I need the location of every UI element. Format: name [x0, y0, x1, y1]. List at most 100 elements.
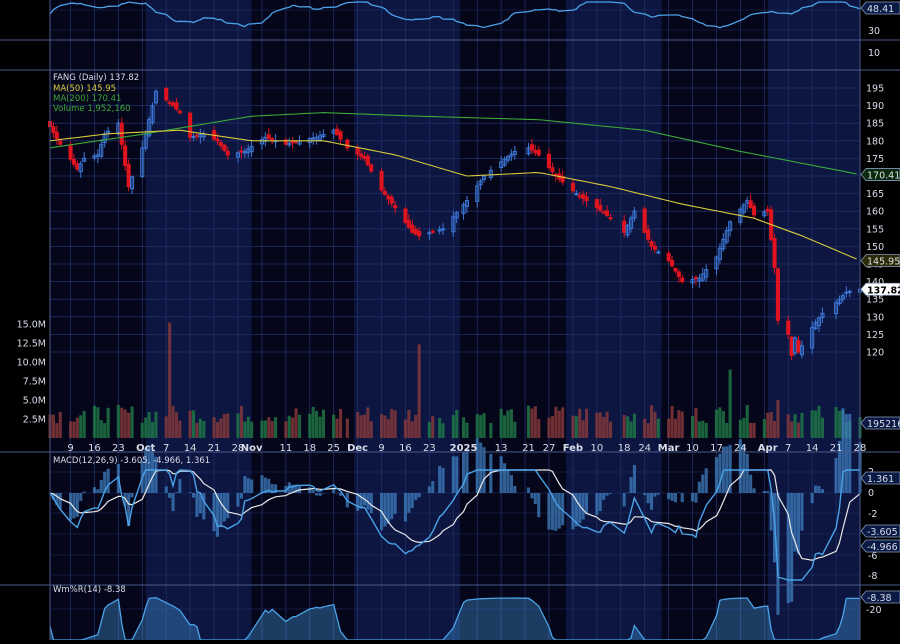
- ma50-tag: 145.95: [860, 254, 900, 268]
- volume-bar: [383, 415, 387, 438]
- volume-bar: [215, 422, 219, 438]
- candle-body: [673, 268, 678, 272]
- candle-body: [68, 145, 73, 160]
- volume-bar: [773, 421, 777, 438]
- macd-hist-bar: [250, 479, 254, 493]
- volume-bar: [622, 415, 626, 438]
- macd-hist-bar: [643, 493, 647, 496]
- candle-body: [130, 176, 135, 190]
- macd-line-tag: -3.605: [860, 524, 900, 538]
- candle-body: [509, 153, 514, 157]
- macd-hist-bar: [537, 493, 541, 518]
- volume-tag: 195216: [860, 416, 900, 430]
- volume-bar: [721, 411, 725, 438]
- ma200-tag-box: [860, 168, 900, 181]
- macd-hist-bar: [260, 475, 264, 493]
- macd-hist-bar: [407, 493, 411, 513]
- date-tick-label: 23: [423, 443, 436, 454]
- candle-body: [321, 134, 326, 137]
- willr-tag-label: -8.38: [867, 593, 892, 604]
- candle-body: [762, 211, 767, 217]
- volume-bar: [362, 414, 366, 438]
- volume-bar: [561, 407, 565, 438]
- date-tick-label: 24: [734, 443, 747, 454]
- macd-hist-bar: [530, 493, 534, 499]
- volume-bar: [311, 406, 315, 438]
- macd-hist-bar: [653, 493, 657, 497]
- date-tick-label: Dec: [347, 443, 368, 454]
- date-tick-label: 7: [163, 443, 169, 454]
- candle-body: [150, 105, 155, 123]
- volume-bar: [752, 422, 756, 438]
- date-tick-label: 28: [854, 443, 867, 454]
- month-band: [145, 0, 252, 640]
- volume-bar: [198, 418, 202, 438]
- volume-bar: [332, 414, 336, 438]
- macd-hist-tag-box: [860, 471, 900, 485]
- date-tick-label: 10: [686, 443, 699, 454]
- macd-hist-bar: [465, 448, 469, 493]
- volume-bar: [462, 417, 466, 438]
- macd-hist-bar: [571, 493, 575, 530]
- macd-hist-bar: [697, 481, 701, 493]
- volume-bar: [503, 415, 507, 438]
- macd-line-tag-box: [860, 524, 900, 538]
- candle-body: [218, 142, 223, 146]
- volume-bar: [274, 417, 278, 438]
- candle-body: [536, 149, 541, 156]
- volume-bar: [410, 421, 414, 438]
- volume-bar: [308, 413, 312, 438]
- macd-panel: [48, 408, 862, 615]
- volume-bar: [656, 418, 660, 438]
- macd-hist-bar: [499, 456, 503, 493]
- macd-hist-bar: [393, 493, 397, 514]
- macd-hist-bar: [383, 493, 387, 527]
- candle-body: [82, 157, 87, 162]
- macd-hist-bar: [236, 493, 240, 507]
- candle-body: [649, 241, 654, 247]
- candle-body: [526, 147, 531, 155]
- volume-bar: [680, 411, 684, 438]
- macd-tick-label: 0: [868, 488, 874, 499]
- last-price-tag-label: 137.82: [867, 285, 900, 296]
- macd-hist-bar: [691, 493, 695, 502]
- volume-bar: [339, 408, 343, 438]
- candle-body: [140, 147, 145, 178]
- macd-hist-bar: [578, 493, 582, 524]
- macd-hist-bar: [526, 487, 530, 493]
- date-tick-label: 24: [638, 443, 651, 454]
- candle-body: [177, 110, 182, 114]
- volume-bar: [291, 417, 295, 438]
- volume-bar: [769, 412, 773, 438]
- macd-hist-bar: [762, 491, 766, 493]
- date-tick-label: 16: [88, 443, 101, 454]
- date-tick-label: 16: [399, 443, 412, 454]
- volume-bar: [260, 420, 264, 438]
- candle-body: [365, 155, 370, 166]
- macd-hist-bar: [369, 493, 373, 514]
- macd-hist-bar: [318, 493, 322, 496]
- candle-body: [796, 340, 801, 353]
- volume-bar: [714, 409, 718, 438]
- macd-hist-bar: [834, 458, 838, 493]
- candle-body: [119, 122, 124, 145]
- candle-body: [765, 208, 770, 212]
- date-tick-label: 28: [232, 443, 245, 454]
- volume-bar: [294, 408, 298, 438]
- volume-bar: [465, 422, 469, 438]
- volume-bar: [106, 407, 110, 438]
- month-band: [354, 0, 461, 640]
- candle-body: [622, 220, 627, 233]
- candle-body: [820, 312, 825, 318]
- volume-bar: [817, 405, 821, 438]
- macd-hist-bar: [718, 453, 722, 493]
- volume-tag-box: [860, 416, 900, 430]
- candle-body: [550, 167, 555, 173]
- top-tick-label: 10: [868, 48, 880, 59]
- candle-body: [840, 295, 846, 300]
- williams-r-area: [50, 597, 860, 640]
- candle-body: [92, 155, 97, 159]
- volume-bar: [356, 412, 360, 438]
- volume-bar: [796, 422, 800, 438]
- macd-hist-bar: [766, 491, 770, 493]
